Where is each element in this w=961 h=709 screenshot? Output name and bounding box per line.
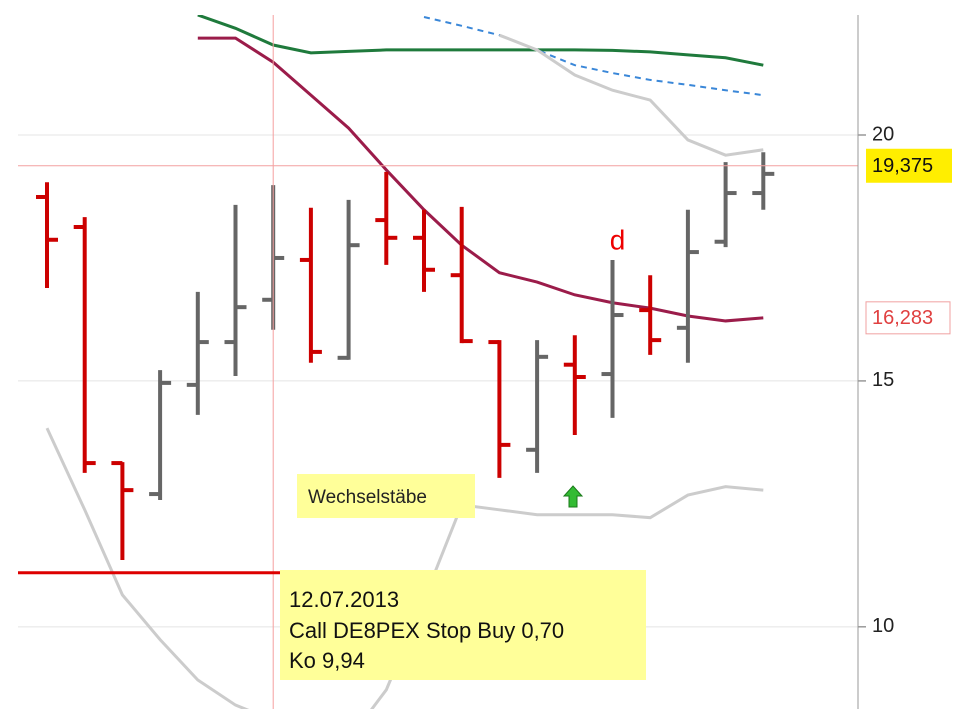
last-value-box [865,301,951,335]
y-tick-label: 20 [872,123,894,145]
price-bars [36,152,775,560]
indicator-lines [45,15,764,709]
pattern-box [297,474,475,518]
note-line: 12.07.2013 [289,587,399,612]
indicator-line [197,15,764,67]
indicator-line [498,33,764,157]
note-box [280,570,646,680]
price-box [866,148,952,183]
indicator-line [197,36,764,323]
price-box-label: 19,375 [872,155,933,177]
signal-label: d [610,224,626,255]
y-tick-label: 10 [872,615,894,637]
indicator-line [423,15,764,97]
note-line: Ko 9,94 [289,648,365,673]
overlays: 19,375 16,283 d [18,15,952,709]
buy-arrow [562,485,584,508]
y-tick-label: 15 [872,369,894,391]
note-line: Call DE8PEX Stop Buy 0,70 [289,618,564,643]
last-value-label: 16,283 [872,307,933,329]
pattern-label: Wechselstäbe [308,487,427,508]
